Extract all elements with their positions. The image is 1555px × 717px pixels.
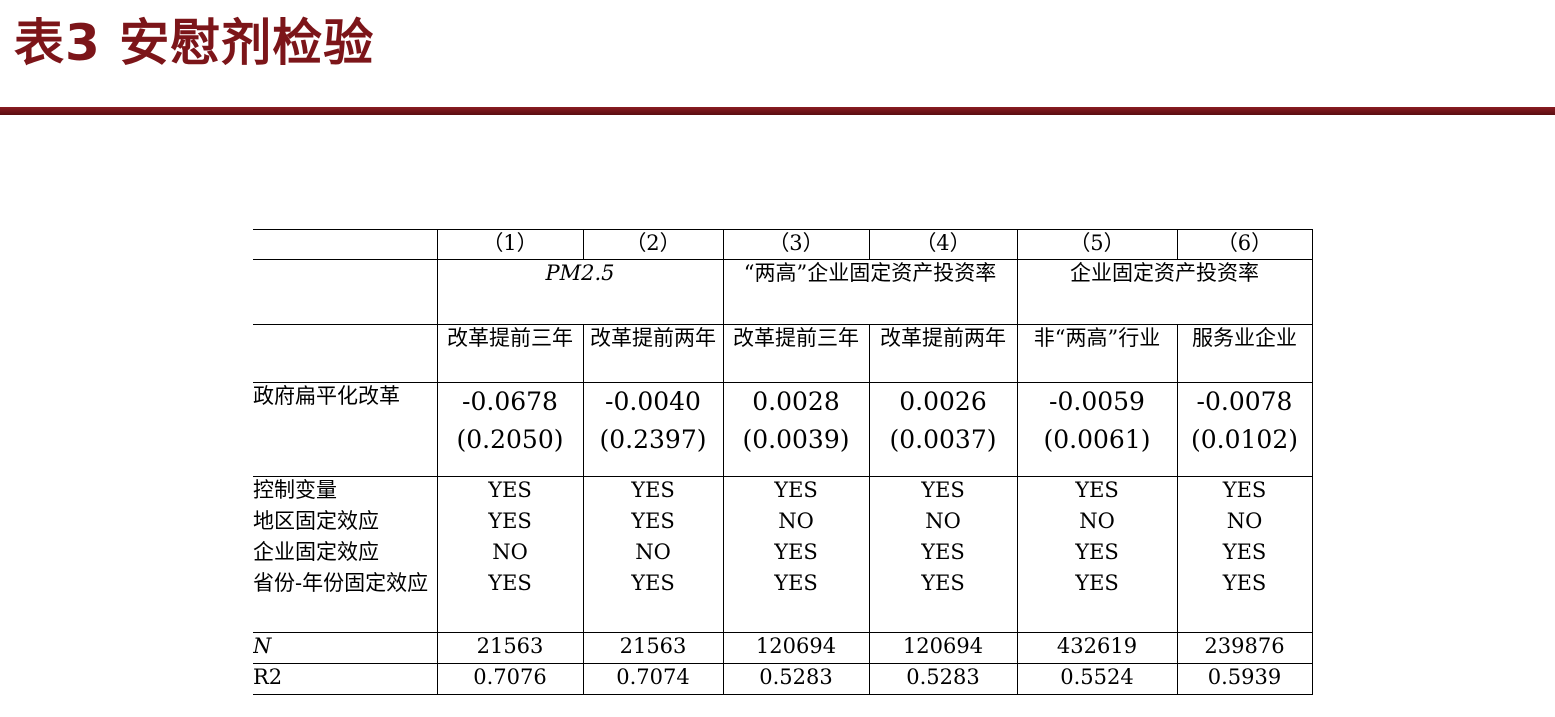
coefficient: -0.0678 (462, 387, 558, 416)
column-number-row: （1） （2） （3） （4） （5） （6） (253, 229, 1313, 260)
row-label: 控制变量 (253, 476, 438, 508)
control-value: YES (1176, 538, 1313, 570)
coef-cell: -0.0040 (0.2397) (582, 382, 724, 477)
r2-value: 0.7076 (436, 663, 584, 695)
control-value: YES (582, 569, 724, 633)
placebo-test-table: （1） （2） （3） （4） （5） （6） PM2.5 “两高”企业固定资产… (253, 229, 1313, 695)
dep-var-pm25: PM2.5 (436, 259, 724, 325)
control-value: NO (1016, 507, 1178, 539)
coef-cell: -0.0678 (0.2050) (436, 382, 584, 477)
observations-row: N 21563 21563 120694 120694 432619 23987… (253, 632, 1313, 664)
col-number: （4） (868, 229, 1018, 260)
standard-error: (0.0039) (742, 425, 850, 454)
control-value: YES (868, 569, 1018, 633)
stub-cell (253, 324, 438, 383)
coef-cell: -0.0059 (0.0061) (1016, 382, 1178, 477)
coefficient: -0.0040 (605, 387, 701, 416)
n-value: 21563 (582, 632, 724, 664)
subheader: 改革提前两年 (868, 324, 1018, 383)
row-label: N (253, 632, 438, 664)
r-squared-row: R2 0.7076 0.7074 0.5283 0.5283 0.5524 0.… (253, 663, 1313, 695)
control-value: YES (582, 476, 724, 508)
control-value: YES (1176, 569, 1313, 633)
stub-cell (253, 259, 438, 325)
r2-value: 0.5283 (722, 663, 870, 695)
col-number: （6） (1176, 229, 1313, 260)
control-value: YES (436, 569, 584, 633)
n-value: 120694 (868, 632, 1018, 664)
col-number: （5） (1016, 229, 1178, 260)
dep-var-firm-investment: 企业固定资产投资率 (1016, 259, 1313, 325)
standard-error: (0.0102) (1191, 425, 1298, 454)
subheader: 非“两高”行业 (1016, 324, 1178, 383)
control-value: YES (436, 507, 584, 539)
control-value: NO (722, 507, 870, 539)
control-row-region-fe: 地区固定效应 YES YES NO NO NO NO (253, 507, 1313, 539)
coefficient: -0.0059 (1049, 387, 1145, 416)
n-value: 432619 (1016, 632, 1178, 664)
coefficient: 0.0026 (899, 387, 987, 416)
subheader: 服务业企业 (1176, 324, 1313, 383)
standard-error: (0.0037) (889, 425, 997, 454)
row-label: 地区固定效应 (253, 507, 438, 539)
r2-value: 0.5283 (868, 663, 1018, 695)
control-value: YES (1016, 569, 1178, 633)
coef-cell: 0.0026 (0.0037) (868, 382, 1018, 477)
control-value: YES (1176, 476, 1313, 508)
control-row-firm-fe: 企业固定效应 NO NO YES YES YES YES (253, 538, 1313, 570)
subheader: 改革提前三年 (436, 324, 584, 383)
n-value: 239876 (1176, 632, 1313, 664)
control-value: NO (582, 538, 724, 570)
coefficient: 0.0028 (752, 387, 840, 416)
stub-cell (253, 229, 438, 260)
row-label: 省份-年份固定效应 (253, 569, 438, 633)
standard-error: (0.2397) (599, 425, 707, 454)
treatment-row: 政府扁平化改革 -0.0678 (0.2050) -0.0040 (0.2397… (253, 382, 1313, 477)
control-value: YES (722, 569, 870, 633)
control-value: NO (868, 507, 1018, 539)
control-value: YES (1016, 538, 1178, 570)
control-value: YES (436, 476, 584, 508)
subheader: 改革提前三年 (722, 324, 870, 383)
control-value: NO (1176, 507, 1313, 539)
col-number: （1） (436, 229, 584, 260)
row-label: R2 (253, 663, 438, 695)
coef-cell: 0.0028 (0.0039) (722, 382, 870, 477)
subheader-row: 改革提前三年 改革提前两年 改革提前三年 改革提前两年 非“两高”行业 服务业企… (253, 324, 1313, 383)
coef-cell: -0.0078 (0.0102) (1176, 382, 1313, 477)
standard-error: (0.2050) (456, 425, 564, 454)
dependent-variable-row: PM2.5 “两高”企业固定资产投资率 企业固定资产投资率 (253, 259, 1313, 325)
title-rule (0, 107, 1555, 115)
control-row-province-year-fe: 省份-年份固定效应 YES YES YES YES YES YES (253, 569, 1313, 633)
n-value: 21563 (436, 632, 584, 664)
control-value: NO (436, 538, 584, 570)
row-label: 企业固定效应 (253, 538, 438, 570)
control-row-controls: 控制变量 YES YES YES YES YES YES (253, 476, 1313, 508)
subheader: 改革提前两年 (582, 324, 724, 383)
control-value: YES (868, 476, 1018, 508)
r2-value: 0.5939 (1176, 663, 1313, 695)
control-value: YES (722, 538, 870, 570)
standard-error: (0.0061) (1043, 425, 1151, 454)
control-value: YES (1016, 476, 1178, 508)
col-number: （3） (722, 229, 870, 260)
col-number: （2） (582, 229, 724, 260)
row-label: 政府扁平化改革 (253, 382, 438, 477)
control-value: YES (868, 538, 1018, 570)
coefficient: -0.0078 (1196, 387, 1293, 416)
n-value: 120694 (722, 632, 870, 664)
control-value: YES (582, 507, 724, 539)
control-value: YES (722, 476, 870, 508)
dep-var-high-pollution-investment: “两高”企业固定资产投资率 (722, 259, 1018, 325)
slide-title: 表3 安慰剂检验 (14, 14, 375, 72)
r2-value: 0.7074 (582, 663, 724, 695)
r2-value: 0.5524 (1016, 663, 1178, 695)
